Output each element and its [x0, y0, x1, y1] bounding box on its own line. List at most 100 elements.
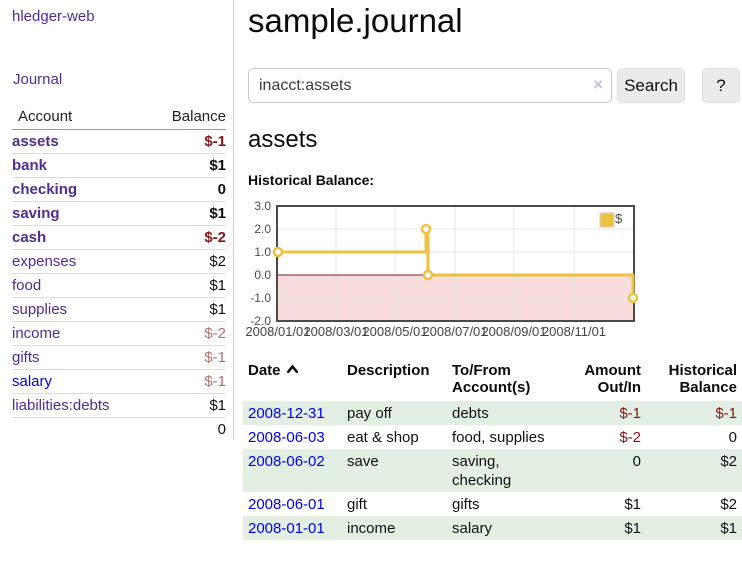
transaction-balance: $2 [720, 453, 737, 470]
account-balance: $1 [144, 201, 226, 226]
transaction-date-link[interactable]: 2008-12-31 [248, 405, 325, 422]
clear-search-icon[interactable]: × [593, 75, 603, 94]
transaction-accounts: salary [452, 520, 493, 537]
x-tick-label: 2008/07/01 [422, 324, 488, 339]
chart-data-point [627, 292, 639, 304]
search-input[interactable] [248, 68, 612, 103]
register-row: 2008-06-03 eat & shop food, supplies $-2… [243, 425, 742, 449]
transaction-accounts: debts [452, 405, 489, 422]
y-tick-label: -2.0 [250, 314, 271, 328]
transaction-date-link[interactable]: 2008-06-03 [248, 429, 325, 446]
app-brand-link[interactable]: hledger-web [12, 8, 95, 25]
chart-legend-label: $ [615, 211, 623, 226]
register-row: 2008-12-31 pay off debts $-1 $-1 [243, 401, 742, 425]
transaction-description: save [347, 453, 379, 470]
accounts-header-balance: Balance [144, 105, 226, 130]
account-link[interactable]: food [12, 277, 42, 294]
transaction-date-link[interactable]: 2008-06-01 [248, 496, 325, 513]
x-tick-label: 2008/09/01 [481, 324, 547, 339]
search-field-wrapper: × [248, 68, 612, 103]
register-header-accounts: To/From Account(s) [452, 362, 531, 396]
account-link[interactable]: cash [12, 229, 47, 246]
historical-balance-label: Historical Balance: [248, 172, 375, 188]
transaction-description: gift [347, 496, 368, 513]
sidebar-item-journal[interactable]: Journal [13, 71, 63, 88]
account-row: income $-2 [12, 321, 226, 346]
x-tick-label: 2008/11/01 [541, 324, 607, 339]
register-table: Date Description To/From Account(s) Amou… [243, 358, 742, 540]
register-row: 2008-06-02 save saving, checking 0 $2 [243, 449, 742, 492]
chart-data-point [422, 269, 434, 281]
register-header-balance: Historical Balance [668, 362, 737, 396]
account-row: bank $1 [12, 153, 226, 178]
register-row: 2008-06-01 gift gifts $1 $2 [243, 492, 742, 516]
transaction-balance: 0 [728, 429, 737, 446]
register-header-amount: Amount Out/In [584, 362, 641, 396]
sort-ascending-icon [286, 364, 298, 374]
y-tick-label: 3.0 [254, 199, 271, 213]
help-button[interactable]: ? [702, 68, 740, 103]
account-row: saving $1 [12, 201, 226, 226]
transaction-accounts: gifts [452, 496, 480, 513]
account-row: assets $-1 [12, 129, 226, 154]
account-balance: $-1 [144, 129, 226, 154]
account-balance: $1 [144, 393, 226, 418]
account-balance: $1 [144, 153, 226, 178]
sidebar: hledger-web Journal Account Balance asse… [0, 0, 234, 441]
account-balance: 0 [144, 177, 226, 202]
search-button[interactable]: Search [617, 68, 685, 103]
account-link[interactable]: expenses [12, 253, 77, 270]
account-link[interactable]: income [12, 325, 61, 342]
account-link[interactable]: bank [12, 157, 48, 174]
account-row: expenses $2 [12, 249, 226, 274]
transaction-amount: $-2 [619, 429, 641, 446]
historical-balance-chart: $ 3.0 2.0 1.0 0.0 -1.0 -2.0 2008/01/01 2008/03… [243, 199, 643, 345]
y-tick-label: 0.0 [254, 268, 271, 282]
transaction-accounts: food, supplies [452, 429, 545, 446]
chart-legend-swatch [599, 212, 615, 228]
account-link[interactable]: salary [12, 373, 53, 390]
account-link[interactable]: checking [12, 181, 78, 198]
accounts-table-header: Account Balance [12, 105, 226, 130]
account-link[interactable]: liabilities:debts [12, 397, 110, 414]
account-row: checking 0 [12, 177, 226, 202]
transaction-amount: $1 [624, 496, 641, 513]
transaction-description: eat & shop [347, 429, 419, 446]
account-row: gifts $-1 [12, 345, 226, 370]
transaction-amount: $1 [624, 520, 641, 537]
account-link[interactable]: saving [12, 205, 60, 222]
transaction-amount: $-1 [619, 405, 641, 422]
account-row: food $1 [12, 273, 226, 298]
transaction-balance: $-1 [715, 405, 737, 422]
transaction-balance: $2 [720, 496, 737, 513]
register-header-row: Date Description To/From Account(s) Amou… [243, 358, 742, 401]
chart-data-point [272, 246, 284, 258]
register-header-description: Description [347, 362, 430, 379]
account-balance: $-2 [144, 225, 226, 250]
x-tick-label: 2008/03/01 [303, 324, 369, 339]
account-balance: $2 [144, 249, 226, 274]
account-balance: $1 [144, 273, 226, 298]
accounts-total-row: 0 [12, 417, 226, 441]
account-link[interactable]: supplies [12, 301, 68, 318]
accounts-header-account: Account [12, 105, 145, 130]
transaction-accounts: saving, checking [452, 453, 512, 489]
account-row: liabilities:debts $1 [12, 393, 226, 418]
y-tick-label: 1.0 [254, 245, 271, 259]
transaction-amount: 0 [632, 453, 641, 470]
page-title: sample.journal [248, 2, 463, 39]
transaction-date-link[interactable]: 2008-01-01 [248, 520, 325, 537]
account-balance: $-2 [144, 321, 226, 346]
y-tick-label: -1.0 [250, 291, 271, 305]
account-link[interactable]: gifts [12, 349, 40, 366]
transaction-balance: $1 [720, 520, 737, 537]
register-row: 2008-01-01 income salary $1 $1 [243, 516, 742, 540]
accounts-table: Account Balance assets $-1 bank $1 check… [12, 105, 226, 441]
transaction-date-link[interactable]: 2008-06-02 [248, 453, 325, 470]
accounts-total-balance: 0 [144, 417, 226, 441]
account-row: supplies $1 [12, 297, 226, 322]
account-link[interactable]: assets [12, 133, 59, 150]
chart-data-point [420, 223, 432, 235]
register-header-date[interactable]: Date [243, 358, 347, 401]
